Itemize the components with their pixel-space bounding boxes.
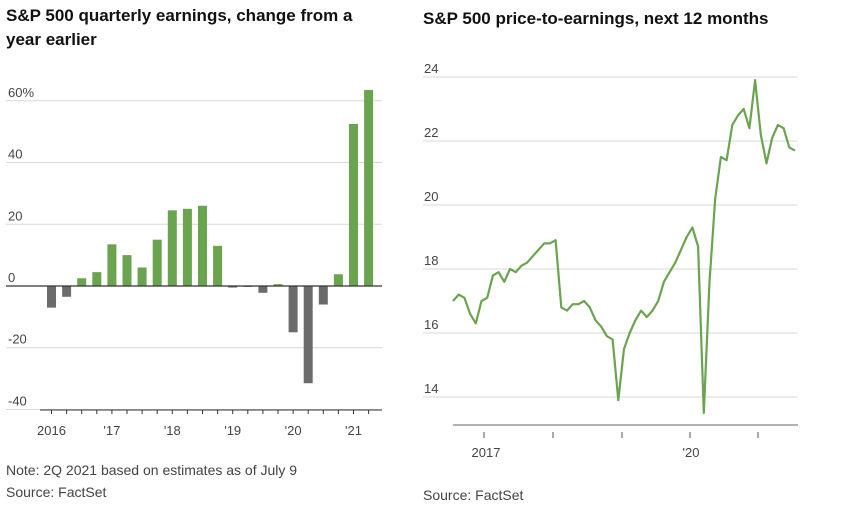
y-tick-label: -40 (8, 393, 27, 408)
x-tick-label: '20 (683, 445, 700, 460)
bar (349, 123, 358, 286)
y-tick-label: 18 (424, 253, 438, 268)
x-tick-label: '21 (345, 423, 362, 438)
y-tick-label: 20 (8, 208, 22, 223)
right-chart-title: S&P 500 price-to-earnings, next 12 month… (423, 9, 769, 28)
bar (228, 286, 238, 288)
x-tick-label: '18 (164, 423, 181, 438)
bar (258, 286, 268, 293)
y-tick-label: 60% (8, 85, 34, 100)
bar (318, 286, 328, 305)
left-chart-title: S&P 500 quarterly earnings, change from … (6, 6, 353, 49)
bar (333, 274, 343, 286)
bar (213, 245, 223, 286)
x-tick-label: '20 (285, 423, 302, 438)
bar (107, 244, 117, 286)
bar (288, 286, 298, 333)
bar (152, 239, 162, 286)
bar (182, 208, 192, 286)
left-chart-source: Source: FactSet (6, 484, 107, 500)
bar (47, 286, 56, 308)
x-tick-label: 2016 (37, 423, 66, 438)
y-tick-label: 40 (8, 147, 22, 162)
bar (273, 284, 283, 286)
y-tick-label: 0 (8, 270, 15, 285)
bar (198, 205, 207, 286)
left-chart-note: Note: 2Q 2021 based on estimates as of J… (6, 462, 298, 478)
bar (364, 89, 374, 287)
x-tick-label: '19 (224, 423, 241, 438)
bar (167, 210, 177, 286)
x-tick-label: 2017 (472, 445, 501, 460)
y-tick-label: 24 (424, 61, 438, 76)
y-tick-label: 16 (424, 317, 438, 332)
y-tick-label: 14 (424, 381, 438, 396)
y-tick-label: -20 (8, 332, 27, 347)
bar (92, 272, 102, 286)
bar (122, 255, 132, 286)
right-chart-source: Source: FactSet (423, 487, 524, 503)
bar (137, 267, 147, 286)
pe-series-line (452, 79, 796, 415)
y-tick-label: 20 (424, 189, 438, 204)
x-tick-label: '17 (103, 423, 120, 438)
bar (303, 286, 313, 384)
bar (62, 286, 72, 297)
bar (77, 278, 87, 286)
y-tick-label: 22 (424, 125, 438, 140)
